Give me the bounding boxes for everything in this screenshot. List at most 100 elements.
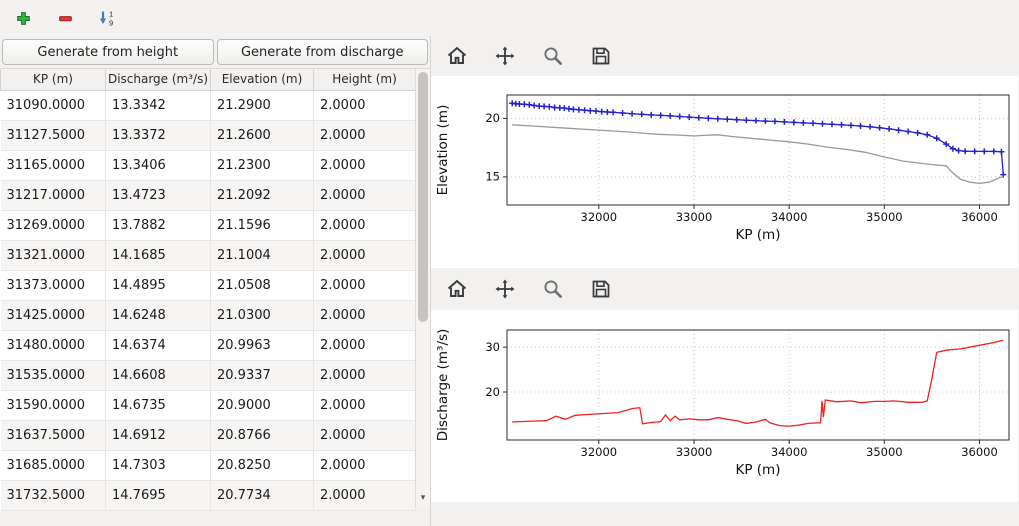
table-cell[interactable]: 2.0000	[313, 450, 416, 481]
table-cell[interactable]: 2.0000	[313, 90, 416, 121]
generate-from-discharge-button[interactable]: Generate from discharge	[216, 39, 428, 65]
zoom-button[interactable]	[539, 42, 567, 70]
table-cell[interactable]: 13.3372	[105, 120, 211, 151]
table-cell[interactable]: 2.0000	[313, 180, 416, 211]
table-cell[interactable]: 2.0000	[313, 360, 416, 391]
x-tick-label: 33000	[676, 210, 713, 224]
series-discharge	[512, 339, 1004, 427]
save-button[interactable]	[587, 42, 615, 70]
table-cell[interactable]: 20.9000	[210, 390, 314, 421]
table-cell[interactable]: 14.4895	[105, 270, 211, 301]
table-cell[interactable]: 31217.0000	[0, 180, 106, 211]
y-tick-label: 30	[485, 340, 500, 354]
remove-row-button[interactable]	[52, 5, 78, 31]
content-split: Generate from height Generate from disch…	[0, 36, 1019, 526]
pan-button[interactable]	[491, 42, 519, 70]
table-cell[interactable]: 14.6608	[105, 360, 211, 391]
minus-icon	[58, 15, 72, 21]
table-cell[interactable]: 31590.0000	[0, 390, 106, 421]
table-cell[interactable]: 2.0000	[313, 330, 416, 361]
table-row[interactable]: 31685.0000 14.7303 20.8250 2.0000	[0, 450, 416, 481]
table-cell[interactable]: 31535.0000	[0, 360, 106, 391]
table-row[interactable]: 31165.0000 13.3406 21.2300 2.0000	[0, 150, 416, 181]
scroll-down-button[interactable]: ▾	[416, 489, 430, 505]
table-cell[interactable]: 31321.0000	[0, 240, 106, 271]
table-cell[interactable]: 31165.0000	[0, 150, 106, 181]
table-cell[interactable]: 31425.0000	[0, 300, 106, 331]
table-cell[interactable]: 14.6735	[105, 390, 211, 421]
home-button[interactable]	[443, 42, 471, 70]
table-cell[interactable]: 21.2900	[210, 90, 314, 121]
table-row[interactable]: 31480.0000 14.6374 20.9963 2.0000	[0, 330, 416, 361]
table-cell[interactable]: 2.0000	[313, 210, 416, 241]
table-row[interactable]: 31535.0000 14.6608 20.9337 2.0000	[0, 360, 416, 391]
discharge-figure[interactable]: 32000 33000 34000 35000 36000 20 30 KP (m) Disch…	[431, 310, 1018, 502]
table-cell[interactable]: 14.1685	[105, 240, 211, 271]
column-header[interactable]: Height (m)	[313, 69, 416, 91]
elevation-figure[interactable]: 32000 33000 34000 35000 36000 15 20 KP (m) Eleva…	[431, 76, 1018, 268]
table-cell[interactable]: 2.0000	[313, 390, 416, 421]
generate-from-height-button[interactable]: Generate from height	[2, 39, 214, 65]
table-cell[interactable]: 20.7734	[210, 480, 314, 511]
table-cell[interactable]: 2.0000	[313, 420, 416, 451]
sort-button[interactable]: 1 9	[94, 5, 120, 31]
zoom-button[interactable]	[539, 275, 567, 303]
column-header[interactable]: Elevation (m)	[210, 69, 314, 91]
table-cell[interactable]: 21.2092	[210, 180, 314, 211]
table-cell[interactable]: 21.0508	[210, 270, 314, 301]
table-cell[interactable]: 21.2600	[210, 120, 314, 151]
table-cell[interactable]: 31637.5000	[0, 420, 106, 451]
table-cell[interactable]: 31480.0000	[0, 330, 106, 361]
table-cell[interactable]: 2.0000	[313, 120, 416, 151]
table-cell[interactable]: 13.7882	[105, 210, 211, 241]
column-header[interactable]: Discharge (m³/s)	[105, 69, 211, 91]
data-table-area: KP (m) Discharge (m³/s) Elevation (m) Heigh…	[0, 68, 430, 511]
table-cell[interactable]: 2.0000	[313, 300, 416, 331]
table-cell[interactable]: 2.0000	[313, 240, 416, 271]
table-cell[interactable]: 21.1004	[210, 240, 314, 271]
table-cell[interactable]: 20.8250	[210, 450, 314, 481]
table-cell[interactable]: 31127.5000	[0, 120, 106, 151]
table-cell[interactable]: 20.9963	[210, 330, 314, 361]
x-tick-label: 34000	[771, 445, 808, 459]
table-cell[interactable]: 14.7303	[105, 450, 211, 481]
table-cell[interactable]: 2.0000	[313, 270, 416, 301]
pan-button[interactable]	[491, 275, 519, 303]
table-row[interactable]: 31637.5000 14.6912 20.8766 2.0000	[0, 420, 416, 451]
table-cell[interactable]: 14.6248	[105, 300, 211, 331]
vertical-scrollbar[interactable]: ▾	[415, 69, 430, 507]
table-row[interactable]: 31127.5000 13.3372 21.2600 2.0000	[0, 120, 416, 151]
table-cell[interactable]: 14.6912	[105, 420, 211, 451]
pan-icon	[495, 279, 515, 299]
table-row[interactable]: 31090.0000 13.3342 21.2900 2.0000	[0, 90, 416, 121]
table-row[interactable]: 31269.0000 13.7882 21.1596 2.0000	[0, 210, 416, 241]
table-row[interactable]: 31590.0000 14.6735 20.9000 2.0000	[0, 390, 416, 421]
table-cell[interactable]: 31373.0000	[0, 270, 106, 301]
table-cell[interactable]: 21.0300	[210, 300, 314, 331]
table-cell[interactable]: 13.3342	[105, 90, 211, 121]
add-row-button[interactable]	[10, 5, 36, 31]
table-cell[interactable]: 13.4723	[105, 180, 211, 211]
table-cell[interactable]: 20.9337	[210, 360, 314, 391]
table-row[interactable]: 31732.5000 14.7695 20.7734 2.0000	[0, 480, 416, 511]
table-cell[interactable]: 31732.5000	[0, 480, 106, 511]
table-row[interactable]: 31321.0000 14.1685 21.1004 2.0000	[0, 240, 416, 271]
scrollbar-thumb[interactable]	[418, 72, 428, 322]
table-cell[interactable]: 31269.0000	[0, 210, 106, 241]
table-row[interactable]: 31425.0000 14.6248 21.0300 2.0000	[0, 300, 416, 331]
table-cell[interactable]: 21.2300	[210, 150, 314, 181]
column-header[interactable]: KP (m)	[0, 69, 106, 91]
table-cell[interactable]: 14.6374	[105, 330, 211, 361]
table-cell[interactable]: 2.0000	[313, 480, 416, 511]
table-row[interactable]: 31217.0000 13.4723 21.2092 2.0000	[0, 180, 416, 211]
table-cell[interactable]: 20.8766	[210, 420, 314, 451]
table-cell[interactable]: 14.7695	[105, 480, 211, 511]
table-cell[interactable]: 21.1596	[210, 210, 314, 241]
table-cell[interactable]: 31685.0000	[0, 450, 106, 481]
table-row[interactable]: 31373.0000 14.4895 21.0508 2.0000	[0, 270, 416, 301]
save-button[interactable]	[587, 275, 615, 303]
table-cell[interactable]: 31090.0000	[0, 90, 106, 121]
table-cell[interactable]: 2.0000	[313, 150, 416, 181]
table-cell[interactable]: 13.3406	[105, 150, 211, 181]
home-button[interactable]	[443, 275, 471, 303]
